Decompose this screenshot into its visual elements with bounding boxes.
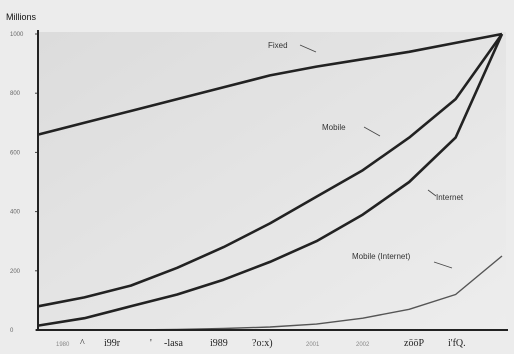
x-tick-label: i99r: [104, 338, 121, 349]
series-line-1: [37, 33, 504, 308]
x-tick-label: i989: [210, 338, 228, 349]
x-tick-label: ': [150, 338, 152, 349]
x-tick-label: 1980: [56, 342, 70, 348]
y-tick-label: 400: [10, 210, 21, 216]
y-tick-label: 200: [10, 269, 21, 275]
plot-area: [38, 32, 506, 330]
series-line-2: [37, 33, 504, 327]
x-tick-label: i'fQ.: [448, 338, 466, 349]
y-tick-label: 800: [10, 91, 21, 97]
y-axis-label: Millions: [6, 12, 37, 22]
x-tick-label: ^: [80, 338, 85, 349]
series-label-3: Mobile (Internet): [352, 252, 411, 261]
x-tick-label: zööP: [404, 338, 424, 349]
y-tick-label: 1000: [10, 32, 24, 38]
series-label-0: Fixed: [268, 41, 288, 50]
x-tick-label: -lasa: [164, 338, 183, 349]
series-label-leader-1: [363, 126, 381, 137]
y-tick-label: 600: [10, 150, 21, 156]
x-tick-label: 2002: [356, 342, 370, 348]
x-tick-label: ?o:x): [252, 338, 273, 349]
series-line-0: [37, 32, 503, 136]
y-tick-label: 0: [10, 328, 14, 334]
series-label-leader-3: [433, 261, 453, 269]
y-tick-layer: 1000 800 600 400 200 0: [10, 32, 38, 334]
x-tick-layer: 1980 ^ i99r ' -lasa i989 ?o:x) 2001 2002 zööP i'fQ…: [56, 338, 466, 349]
series-label-2: Internet: [436, 193, 464, 202]
series-label-leader-0: [299, 44, 317, 53]
x-tick-label: 2001: [306, 342, 320, 348]
series-label-1: Mobile: [322, 123, 346, 132]
series-label-leader-2: [427, 189, 437, 197]
